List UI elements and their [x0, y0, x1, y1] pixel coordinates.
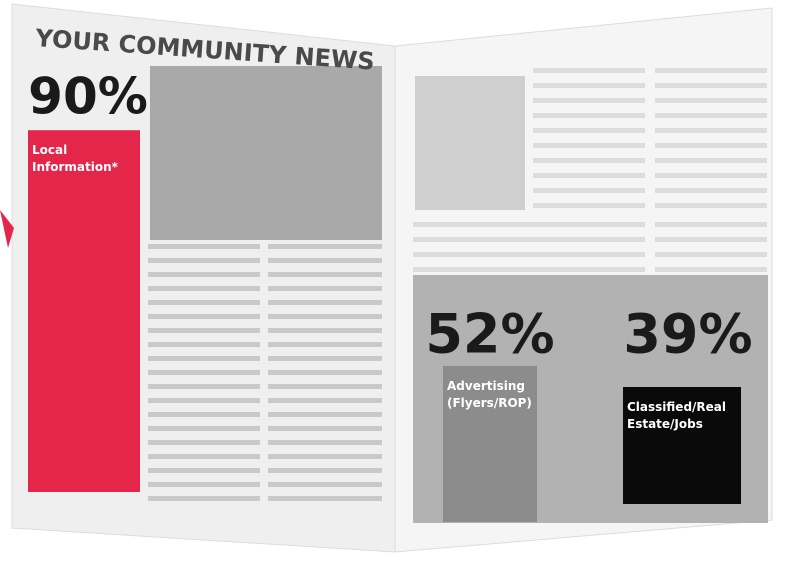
- text-line: [655, 158, 767, 163]
- text-line: [655, 252, 767, 257]
- text-line: [268, 272, 382, 277]
- category-text: Advertising (Flyers/ROP): [447, 379, 532, 410]
- text-line: [413, 237, 645, 242]
- text-line: [268, 412, 382, 417]
- text-line: [268, 426, 382, 431]
- text-line: [533, 68, 645, 73]
- text-line: [268, 244, 382, 249]
- text-line: [655, 188, 767, 193]
- bars: 90% Local Information* 52% Advertising (Fly…: [28, 68, 753, 522]
- text-line: [148, 426, 260, 431]
- text-line: [268, 370, 382, 375]
- text-line: [268, 384, 382, 389]
- text-line: [655, 68, 767, 73]
- text-line: [268, 496, 382, 501]
- text-line: [655, 267, 767, 272]
- accent: [0, 210, 14, 248]
- text-line: [533, 128, 645, 133]
- text-line: [268, 482, 382, 487]
- text-line: [268, 342, 382, 347]
- text-line: [533, 188, 645, 193]
- text-line: [413, 252, 645, 257]
- text-line: [268, 440, 382, 445]
- text-line: [655, 237, 767, 242]
- bar: [443, 366, 537, 522]
- text-line: [148, 286, 260, 291]
- bar: [28, 130, 140, 492]
- text-line: [533, 158, 645, 163]
- text-line: [533, 83, 645, 88]
- text-line: [655, 143, 767, 148]
- text-line: [148, 300, 260, 305]
- text-line: [148, 356, 260, 361]
- bar: [623, 387, 741, 504]
- text-line: [268, 356, 382, 361]
- text-line: [533, 173, 645, 178]
- text-line: [268, 314, 382, 319]
- text-line: [148, 398, 260, 403]
- text-line: [148, 384, 260, 389]
- text-line: [148, 244, 260, 249]
- value-label: 90%: [28, 68, 148, 126]
- photo-block: [415, 76, 525, 210]
- text-line: [268, 468, 382, 473]
- text-line: [533, 203, 645, 208]
- text-line: [533, 98, 645, 103]
- text-line: [148, 468, 260, 473]
- text-line: [148, 328, 260, 333]
- text-line: [413, 267, 645, 272]
- text-line: [655, 203, 767, 208]
- text-line: [413, 222, 645, 227]
- text-line: [655, 83, 767, 88]
- text-line: [533, 143, 645, 148]
- text-line: [655, 222, 767, 227]
- category-label: Advertising (Flyers/ROP): [447, 379, 532, 410]
- text-line: [655, 173, 767, 178]
- text-lines: [148, 68, 767, 501]
- text-line: [268, 328, 382, 333]
- text-line: [268, 300, 382, 305]
- text-line: [148, 370, 260, 375]
- text-line: [148, 440, 260, 445]
- category-label: Local Information*: [32, 143, 118, 175]
- text-line: [268, 286, 382, 291]
- photo-block: [150, 66, 382, 240]
- text-line: [148, 314, 260, 319]
- text-line: [148, 258, 260, 263]
- text-line: [268, 398, 382, 403]
- text-line: [148, 342, 260, 347]
- text-line: [148, 482, 260, 487]
- category-text: Local Information*: [32, 143, 118, 175]
- text-line: [268, 258, 382, 263]
- text-line: [148, 272, 260, 277]
- text-line: [533, 113, 645, 118]
- category-label: Classified/Real Estate/Jobs: [627, 400, 727, 431]
- text-line: [268, 454, 382, 459]
- text-line: [655, 113, 767, 118]
- text-line: [655, 128, 767, 133]
- text-line: [148, 454, 260, 459]
- text-line: [148, 412, 260, 417]
- text-line: [655, 98, 767, 103]
- category-text: Classified/Real Estate/Jobs: [627, 400, 727, 431]
- text-line: [148, 496, 260, 501]
- value-label: 52%: [425, 303, 554, 366]
- value-label: 39%: [623, 303, 752, 366]
